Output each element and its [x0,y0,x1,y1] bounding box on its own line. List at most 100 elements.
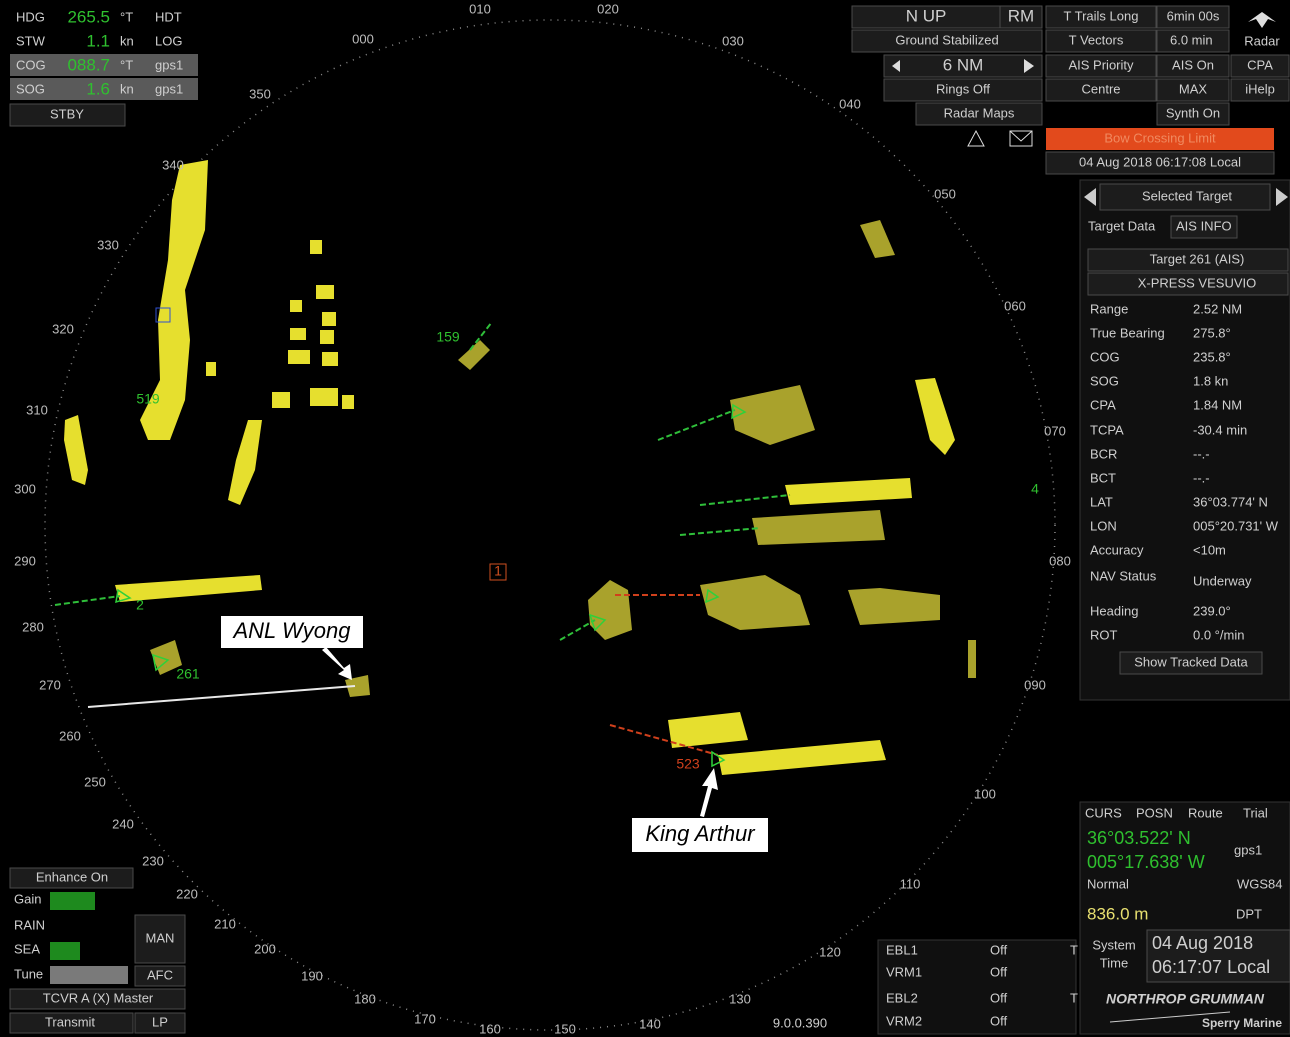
field-label: Heading [1090,603,1138,618]
brand: NORTHROP GRUMMAN [1106,991,1265,1007]
button[interactable]: Show Tracked Data [1134,654,1248,669]
label[interactable]: TCVR A (X) Master [43,990,154,1005]
bearing-label: 270 [39,677,61,692]
label[interactable]: iHelp [1245,81,1275,96]
unit: kn [120,81,134,96]
label[interactable]: Enhance On [36,869,108,884]
label[interactable]: VRM2 [886,1013,922,1028]
field-label: LAT [1090,494,1113,509]
gain-bar[interactable] [50,892,95,910]
bearing-label: 180 [354,991,376,1006]
label[interactable]: Off [990,942,1007,957]
pulse-button[interactable] [134,1012,186,1034]
label[interactable]: RM [1008,6,1034,25]
mode[interactable]: STBY [50,106,84,121]
prev-target[interactable] [1084,188,1096,206]
bearing-label: 000 [352,31,374,46]
label[interactable]: Rings Off [936,81,990,96]
brand-swoosh [1109,1011,1231,1023]
tab[interactable]: POSN [1136,805,1173,820]
label[interactable]: T Trails Long [1064,8,1139,23]
motion-button[interactable] [999,5,1043,29]
field-value: 088.7 [67,55,110,74]
label[interactable]: CPA [1247,57,1273,72]
tcvr-button[interactable] [9,988,186,1010]
transmit-button[interactable] [9,1012,134,1034]
field-label: STW [16,33,46,48]
tab[interactable] [1170,215,1238,239]
bearing-label: 350 [249,86,271,101]
label[interactable]: Centre [1081,81,1120,96]
sea-bar[interactable] [50,942,80,960]
label[interactable]: MAN [146,930,175,945]
label[interactable]: AIS On [1172,57,1214,72]
label[interactable]: MAX [1179,81,1208,96]
range-down[interactable] [892,60,900,72]
bearing-label: 280 [22,619,44,634]
field-label: CPA [1090,397,1116,412]
unit: kn [120,33,134,48]
bearing-label: 120 [819,944,841,959]
tab[interactable]: Target Data [1088,218,1156,233]
message-icon[interactable] [1009,130,1033,147]
label[interactable]: EBL1 [886,942,918,957]
target-label: 4 [1031,481,1039,497]
bearing-label: 150 [554,1021,576,1036]
target-name-box [1087,272,1289,296]
label[interactable]: LP [152,1014,168,1029]
bearing-label: 090 [1024,677,1046,692]
tab[interactable]: Route [1188,805,1223,820]
label[interactable]: AFC [147,967,173,982]
label[interactable]: N UP [906,6,947,25]
label[interactable]: AIS Priority [1068,57,1134,72]
vectors [54,321,791,768]
bearing-label: 190 [301,968,323,983]
enhance-button[interactable] [9,867,134,889]
warning-icon[interactable] [967,129,985,147]
bearing-label: 290 [14,553,36,568]
range[interactable]: 6 NM [943,55,984,74]
rings-button[interactable] [883,78,1043,102]
label[interactable]: Transmit [45,1014,95,1029]
brand: Sperry Marine [1202,1016,1282,1030]
target-label: 159 [436,329,460,345]
tab[interactable]: Trial [1243,805,1268,820]
label[interactable]: Off [990,1013,1007,1028]
mode-button[interactable] [9,103,126,127]
label[interactable]: Off [990,990,1007,1005]
stabilization-button[interactable] [851,29,1043,53]
next-target[interactable] [1276,188,1288,206]
bearing-label: 140 [639,1016,661,1031]
field-value: 235.8° [1193,349,1231,364]
bearing-label: 070 [1044,423,1066,438]
man-button[interactable] [134,914,186,964]
time-box [1146,929,1290,983]
afc-button[interactable] [134,965,186,987]
depth: 836.0 m [1087,904,1148,923]
label[interactable]: T Vectors [1069,32,1124,47]
bearing-label: 160 [479,1021,501,1036]
label[interactable]: Synth On [1166,105,1220,120]
bearing-label: 170 [414,1011,436,1026]
label[interactable]: VRM1 [886,964,922,979]
field-value: 239.0° [1193,603,1231,618]
label[interactable]: EBL2 [886,990,918,1005]
label[interactable]: Radar Maps [944,105,1015,120]
field-value: --.- [1193,470,1210,485]
bearing-label: 050 [934,186,956,201]
range-up[interactable] [1024,59,1034,73]
maps-button[interactable] [915,102,1043,126]
position-panel [1079,801,1290,1035]
tune-bar[interactable] [50,966,128,984]
tab[interactable]: CURS [1085,805,1122,820]
tab[interactable]: AIS INFO [1176,218,1232,233]
label[interactable]: Ground Stabilized [895,32,998,47]
label[interactable]: Off [990,964,1007,979]
field-value: --.- [1193,446,1210,461]
label: T [1070,990,1078,1005]
range-control[interactable] [883,54,1043,78]
alarm-bar[interactable] [1046,128,1274,150]
annotation: King Arthur [645,821,756,846]
show-tracked-button[interactable] [1119,651,1263,675]
